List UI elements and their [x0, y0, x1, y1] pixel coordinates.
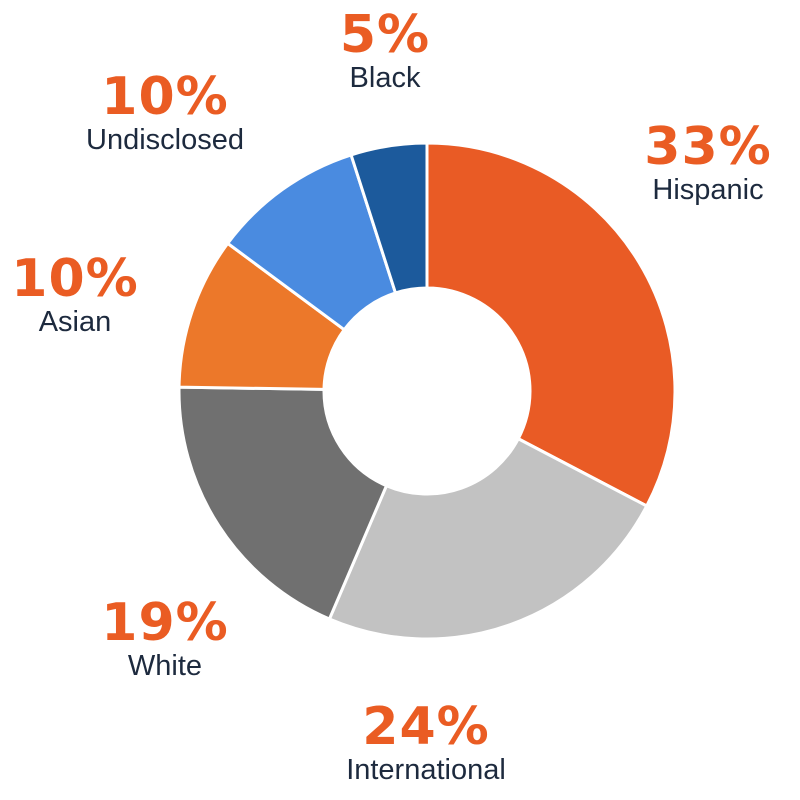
slice-name-white: White: [127, 650, 203, 682]
slice-name-hispanic: Hispanic: [652, 174, 764, 206]
donut-slice-black: [349, 141, 429, 295]
slice-name-international: International: [346, 754, 506, 786]
slice-label-black: 5% Black: [275, 8, 495, 94]
slice-label-hispanic: 33% Hispanic: [598, 120, 800, 206]
donut-slice-international: [327, 437, 649, 641]
slice-percent-undisclosed: 10%: [101, 67, 229, 127]
slice-label-undisclosed: 10% Undisclosed: [55, 70, 275, 156]
slice-percent-asian: 10%: [11, 249, 139, 309]
donut-slice-hispanic: [425, 141, 677, 508]
slice-name-undisclosed: Undisclosed: [86, 124, 244, 156]
slice-name-asian: Asian: [38, 306, 112, 338]
slice-percent-hispanic: 33%: [644, 117, 772, 177]
slice-label-white: 19% White: [55, 596, 275, 682]
slice-label-asian: 10% Asian: [0, 252, 185, 338]
slice-percent-white: 19%: [101, 593, 229, 653]
slice-percent-international: 24%: [362, 697, 490, 757]
slice-percent-black: 5%: [339, 5, 431, 65]
donut-slice-white: [177, 385, 388, 621]
slice-name-black: Black: [349, 62, 421, 94]
slice-label-international: 24% International: [316, 700, 536, 786]
